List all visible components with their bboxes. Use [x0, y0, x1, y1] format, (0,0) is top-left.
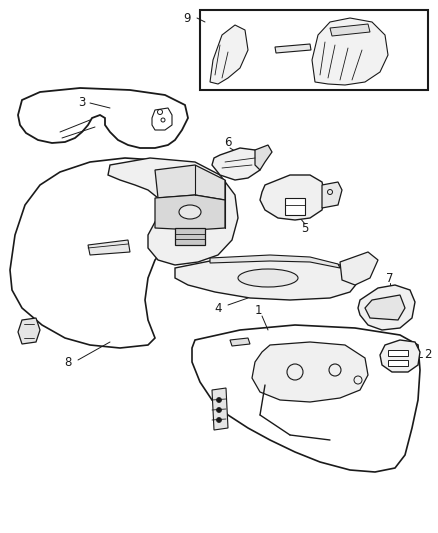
Polygon shape: [212, 388, 228, 430]
Text: 5: 5: [301, 222, 309, 235]
Text: 2: 2: [424, 349, 432, 361]
Polygon shape: [388, 350, 408, 356]
Polygon shape: [252, 342, 368, 402]
Polygon shape: [175, 228, 205, 245]
Polygon shape: [88, 240, 130, 255]
Polygon shape: [210, 255, 340, 268]
Text: 7: 7: [386, 271, 394, 285]
Polygon shape: [322, 182, 342, 208]
Polygon shape: [365, 295, 405, 320]
Circle shape: [216, 398, 222, 402]
Ellipse shape: [179, 205, 201, 219]
Ellipse shape: [238, 269, 298, 287]
Polygon shape: [230, 338, 250, 346]
Polygon shape: [358, 285, 415, 330]
Polygon shape: [388, 360, 408, 366]
Polygon shape: [285, 198, 305, 215]
Polygon shape: [192, 325, 420, 472]
Polygon shape: [155, 195, 225, 230]
Polygon shape: [175, 258, 358, 300]
Polygon shape: [212, 148, 262, 180]
Polygon shape: [340, 252, 378, 285]
Polygon shape: [210, 25, 248, 84]
Polygon shape: [312, 18, 388, 85]
Text: 3: 3: [78, 95, 86, 109]
Text: 1: 1: [254, 303, 262, 317]
Polygon shape: [152, 108, 172, 130]
Circle shape: [216, 408, 222, 413]
Polygon shape: [255, 145, 272, 170]
Polygon shape: [18, 88, 188, 148]
Text: 4: 4: [214, 302, 222, 314]
Circle shape: [216, 417, 222, 423]
Polygon shape: [380, 340, 420, 372]
Polygon shape: [200, 10, 428, 90]
Text: 8: 8: [64, 356, 72, 368]
Polygon shape: [18, 318, 40, 344]
Polygon shape: [330, 24, 370, 36]
Polygon shape: [155, 165, 225, 200]
Polygon shape: [10, 158, 210, 348]
Polygon shape: [260, 175, 325, 220]
Polygon shape: [108, 158, 238, 265]
Polygon shape: [275, 44, 311, 53]
Text: 6: 6: [224, 136, 232, 149]
Text: 9: 9: [183, 12, 191, 25]
